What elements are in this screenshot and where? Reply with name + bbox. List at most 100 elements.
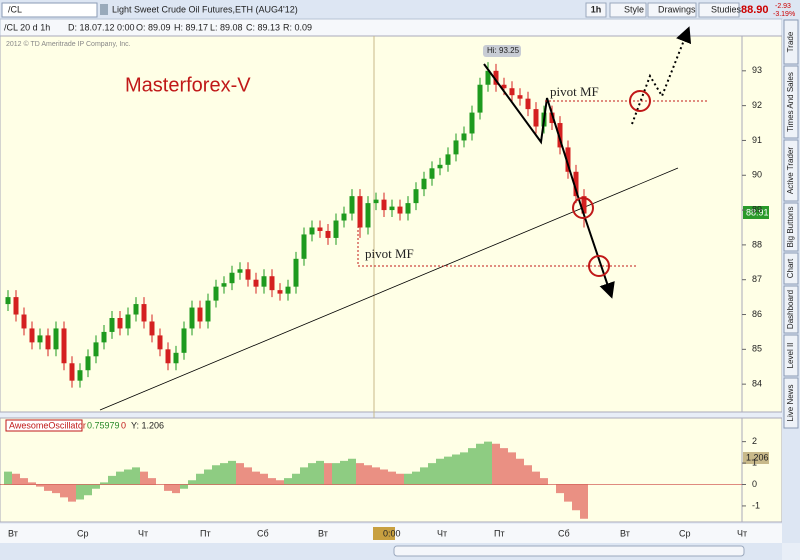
info-date: D: 18.07.12 0:00 bbox=[68, 22, 135, 32]
change: -2.93 bbox=[775, 3, 791, 10]
candle-body bbox=[221, 283, 227, 287]
description: Light Sweet Crude Oil Futures,ETH (AUG4'… bbox=[112, 4, 298, 14]
info-low: L: 89.08 bbox=[210, 22, 243, 32]
candle-body bbox=[461, 133, 467, 141]
scroll-thumb[interactable] bbox=[393, 545, 745, 557]
candle-body bbox=[125, 314, 131, 329]
side-tab[interactable] bbox=[783, 19, 799, 65]
candle-body bbox=[357, 196, 363, 228]
candle-body bbox=[445, 154, 451, 165]
pivot-lower: pivot MF bbox=[365, 246, 414, 261]
study-box[interactable] bbox=[5, 419, 83, 432]
side-tab[interactable] bbox=[783, 202, 799, 252]
y-tick-label: 86 bbox=[752, 309, 762, 319]
x-tick-label: Ср bbox=[77, 528, 89, 538]
hi-box bbox=[483, 45, 521, 57]
candle-body bbox=[501, 84, 507, 89]
y-tick-label: 84 bbox=[752, 379, 762, 389]
interval-button[interactable] bbox=[585, 2, 607, 18]
current-price: 88.91 bbox=[746, 207, 769, 217]
x-tick-label: Вт bbox=[318, 528, 328, 538]
drawings: Drawings bbox=[658, 4, 696, 14]
candle-body bbox=[29, 328, 35, 343]
side-tab[interactable] bbox=[783, 252, 799, 285]
side-tab-label: Times And Sales bbox=[786, 72, 795, 132]
studies: Studies bbox=[711, 4, 742, 14]
side-tab[interactable] bbox=[783, 65, 799, 139]
studies-button[interactable] bbox=[698, 2, 740, 18]
circle bbox=[572, 197, 594, 219]
y-tick-label: 92 bbox=[752, 100, 762, 110]
symbol-box[interactable] bbox=[1, 2, 98, 18]
icon[interactable] bbox=[100, 4, 108, 15]
candle-body bbox=[205, 300, 211, 322]
candle-body bbox=[493, 70, 499, 85]
x-tick-label: Вт bbox=[8, 528, 18, 538]
candle-body bbox=[189, 307, 195, 329]
side-tab[interactable] bbox=[783, 139, 799, 202]
candle-body bbox=[365, 203, 371, 228]
info-chart: /CL 20 d 1h bbox=[4, 22, 50, 32]
circle bbox=[588, 255, 610, 277]
x-tick-label: Ср bbox=[679, 528, 691, 538]
candle-body bbox=[517, 95, 523, 99]
candle-body bbox=[141, 304, 147, 322]
x-tick-label: Пт bbox=[494, 528, 505, 538]
x-tick-label: Чт bbox=[437, 528, 447, 538]
style-button[interactable] bbox=[609, 2, 647, 18]
interval: 1h bbox=[591, 4, 602, 14]
candle-body bbox=[237, 269, 243, 273]
side-tab-label: Active Trader bbox=[786, 147, 795, 194]
x-tick-label: 0:00 bbox=[383, 528, 401, 538]
candle-body bbox=[293, 258, 299, 287]
oscillator-axis bbox=[741, 417, 783, 523]
info-range: R: 0.09 bbox=[283, 22, 312, 32]
candle-body bbox=[509, 88, 515, 96]
candle-body bbox=[333, 220, 339, 238]
candle-body bbox=[269, 276, 275, 291]
study-title: AwesomeOscillator bbox=[9, 420, 86, 430]
side-tab-label: Trade bbox=[786, 31, 795, 52]
study-cursor: Y: 1.206 bbox=[131, 420, 164, 430]
side-tab-label: Live News bbox=[786, 385, 795, 422]
y-tick-label: -1 bbox=[752, 500, 760, 510]
candle-body bbox=[405, 203, 411, 214]
y-tick-label: 87 bbox=[752, 274, 762, 284]
oscillator-bars bbox=[4, 441, 588, 519]
drawings-button[interactable] bbox=[647, 2, 697, 18]
x-tick-label: Пт bbox=[200, 528, 211, 538]
candle-body bbox=[173, 352, 179, 364]
candle-body bbox=[533, 109, 539, 127]
side-tab[interactable] bbox=[783, 377, 799, 429]
pivot-upper: pivot MF bbox=[550, 84, 599, 99]
study-value: 0.75979 bbox=[87, 420, 120, 430]
candle-body bbox=[197, 307, 203, 322]
candle-body bbox=[117, 318, 123, 329]
side-tab[interactable] bbox=[783, 285, 799, 334]
y-tick-label: 0 bbox=[752, 479, 757, 489]
candle-body bbox=[557, 123, 563, 148]
side-tab[interactable] bbox=[783, 334, 799, 377]
chart-title: Masterforex-V bbox=[125, 74, 251, 96]
y-tick-label: 91 bbox=[752, 135, 762, 145]
side-tab-label: Big Buttons bbox=[786, 207, 795, 248]
candle-body bbox=[53, 328, 59, 350]
candle-body bbox=[349, 196, 355, 214]
candle-body bbox=[397, 206, 403, 214]
x-cursor-box bbox=[373, 527, 395, 540]
x-tick-label: Чт bbox=[737, 528, 747, 538]
candle-body bbox=[381, 199, 387, 211]
candle-body bbox=[389, 206, 395, 211]
candle-body bbox=[469, 112, 475, 134]
candle-body bbox=[245, 269, 251, 280]
candle-body bbox=[525, 98, 531, 110]
side-tabs: Trade Times And Sales Active Trader Big But… bbox=[783, 19, 799, 429]
info-high: H: 89.17 bbox=[174, 22, 208, 32]
candle-body bbox=[133, 304, 139, 315]
y-tick-label: 90 bbox=[752, 170, 762, 180]
candle-body bbox=[453, 140, 459, 155]
y-tick-label: 1 bbox=[752, 457, 757, 467]
candle-body bbox=[165, 349, 171, 364]
side-tab-label: Chart bbox=[786, 258, 795, 278]
candle-body bbox=[373, 199, 379, 204]
